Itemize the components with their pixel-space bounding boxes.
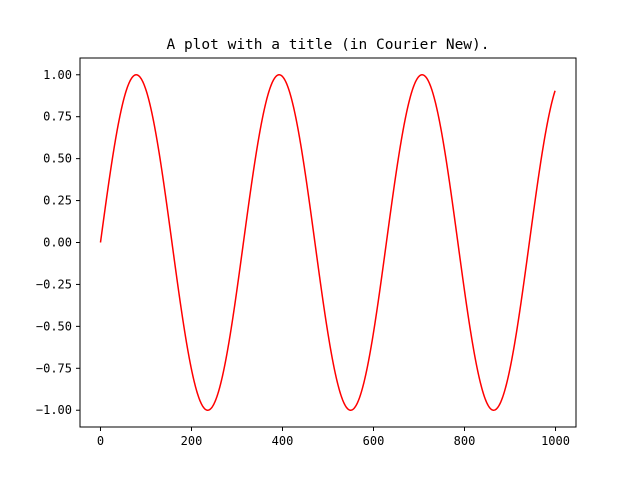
y-tick-label: 0.50 [43, 152, 72, 166]
series-line-0 [99, 74, 556, 411]
x-tick-label: 600 [363, 434, 385, 448]
y-tick-label: 1.00 [43, 68, 72, 82]
y-tick-label: −0.25 [36, 277, 72, 291]
data-layer [99, 74, 556, 411]
x-tick-label: 400 [272, 434, 294, 448]
y-tick-label: −0.75 [36, 361, 72, 375]
y-tick-label: −1.00 [36, 403, 72, 417]
y-tick-label: 0.75 [43, 110, 72, 124]
chart-title: A plot with a title (in Courier New). [166, 37, 489, 53]
plot-area [80, 58, 576, 427]
y-axis: −1.00 −0.75 −0.50 −0.25 0.00 0.25 0.50 0.75 1.00 [36, 68, 80, 417]
y-tick-label: 0.25 [43, 194, 72, 208]
x-tick-label: 200 [181, 434, 203, 448]
x-axis: 0 200 400 600 800 1000 [97, 427, 570, 448]
x-tick-label: 1000 [541, 434, 570, 448]
x-tick-label: 800 [454, 434, 476, 448]
y-tick-label: 0.00 [43, 236, 72, 250]
plot-frame [79, 57, 577, 428]
y-tick-label: −0.50 [36, 319, 72, 333]
x-tick-label: 0 [97, 434, 104, 448]
